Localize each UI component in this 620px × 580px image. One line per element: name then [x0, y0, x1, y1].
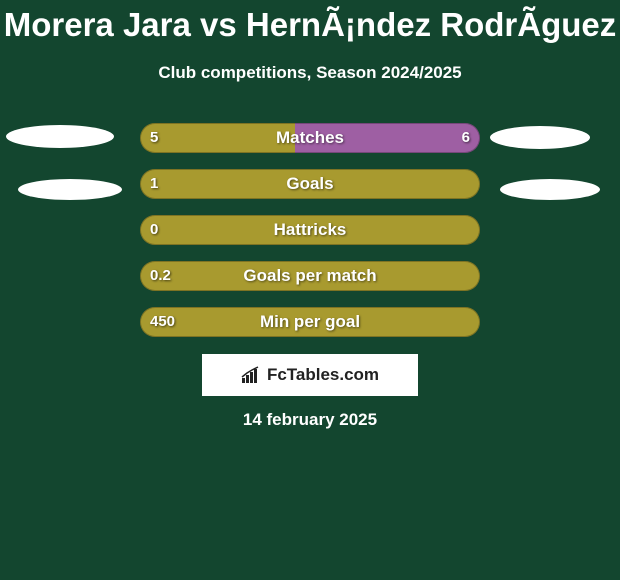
ellipse-left-1 — [6, 125, 114, 148]
bar-track: Matches56 — [140, 123, 480, 153]
stat-row: Min per goal450 — [0, 307, 620, 337]
source-badge-text: FcTables.com — [267, 365, 379, 385]
bar-track: Goals1 — [140, 169, 480, 199]
bar-track: Hattricks0 — [140, 215, 480, 245]
stat-row: Goals per match0.2 — [0, 261, 620, 291]
bar-fill-right — [295, 123, 480, 153]
date-text: 14 february 2025 — [0, 410, 620, 430]
page-title: Morera Jara vs HernÃ¡ndez RodrÃ­guez — [0, 6, 620, 44]
ellipse-right-2 — [500, 179, 600, 200]
ellipse-left-2 — [18, 179, 122, 200]
source-badge[interactable]: FcTables.com — [202, 354, 418, 396]
stat-row: Hattricks0 — [0, 215, 620, 245]
bar-track: Min per goal450 — [140, 307, 480, 337]
bar-fill-left — [140, 307, 480, 337]
bar-fill-left — [140, 169, 480, 199]
subtitle: Club competitions, Season 2024/2025 — [0, 63, 620, 83]
bar-fill-left — [140, 261, 480, 291]
chart-icon — [241, 366, 263, 384]
ellipse-right-1 — [490, 126, 590, 149]
bar-track: Goals per match0.2 — [140, 261, 480, 291]
bar-fill-left — [140, 215, 480, 245]
bar-fill-left — [140, 123, 295, 153]
